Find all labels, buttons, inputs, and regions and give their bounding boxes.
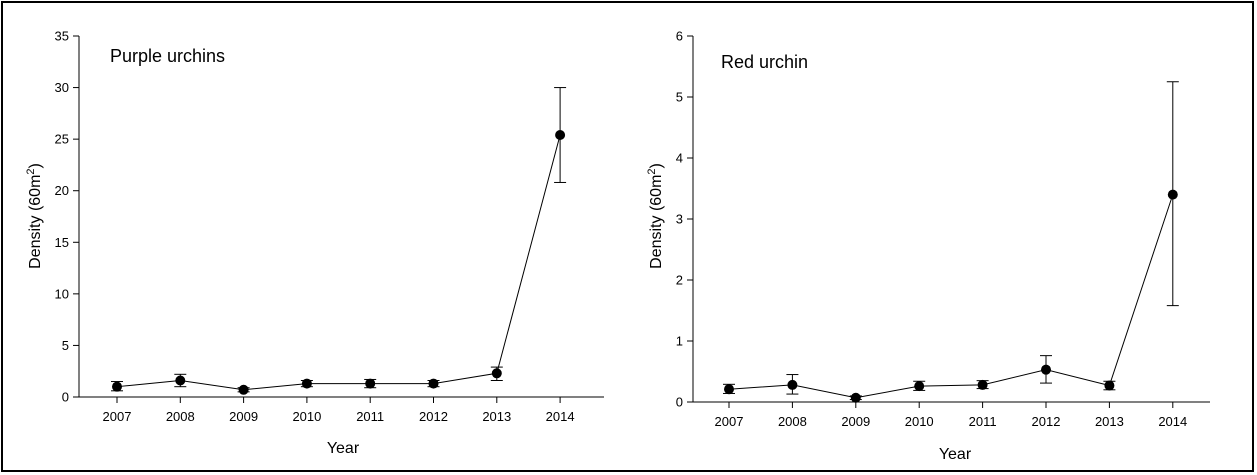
data-point — [112, 381, 122, 392]
data-point — [555, 130, 566, 141]
data-point — [1104, 380, 1115, 391]
x-axis-title: Year — [939, 446, 972, 463]
data-point — [1041, 364, 1051, 375]
x-axis-title: Year — [327, 440, 360, 457]
y-tick-label: 5 — [676, 90, 683, 105]
x-tick-label: 2007 — [715, 414, 744, 429]
y-tick-label: 35 — [55, 29, 69, 44]
x-tick-label: 2012 — [419, 409, 448, 424]
x-tick-label: 2008 — [166, 409, 195, 424]
data-point — [175, 375, 186, 386]
y-axis-title: Density (60m2) — [646, 163, 665, 269]
y-tick-label: 30 — [55, 80, 69, 95]
data-point — [977, 379, 988, 390]
x-tick-label: 2013 — [482, 409, 511, 424]
data-point — [491, 368, 502, 379]
series-line — [116, 134, 561, 391]
red-urchin-chart: 0 1 2 3 4 5 6 2007 2008 2009 2010 2011 2012 2013 2014 R… — [646, 29, 1210, 463]
chart-title: Red urchin — [721, 52, 808, 72]
data-point — [428, 378, 439, 389]
chart-title: Purple urchins — [110, 46, 225, 66]
x-tick-label: 2011 — [356, 409, 384, 424]
x-tick-label: 2009 — [841, 414, 870, 429]
y-tick-label: 10 — [55, 286, 69, 301]
data-point — [724, 384, 734, 395]
x-tick-label: 2012 — [1032, 414, 1061, 429]
y-tick-label: 3 — [676, 212, 683, 227]
x-tick-label: 2010 — [292, 409, 321, 424]
data-point — [301, 378, 312, 389]
x-tick-label: 2007 — [103, 409, 132, 424]
y-tick-label: 5 — [62, 338, 69, 353]
y-tick-label: 25 — [55, 132, 69, 147]
x-tick-label: 2010 — [905, 414, 934, 429]
y-tick-label: 4 — [676, 151, 683, 166]
y-tick-label: 20 — [55, 183, 69, 198]
y-axis-title: Density (60m2) — [25, 163, 44, 269]
x-tick-label: 2008 — [778, 414, 807, 429]
y-tick-label: 2 — [676, 273, 683, 288]
data-point — [238, 384, 249, 395]
x-tick-label: 2009 — [229, 409, 258, 424]
data-point — [850, 392, 861, 403]
y-tick-label: 0 — [62, 390, 69, 405]
series-line — [728, 194, 1174, 399]
data-point — [787, 379, 798, 390]
y-tick-label: 0 — [676, 395, 683, 410]
x-tick-label: 2014 — [546, 409, 575, 424]
y-tick-label: 1 — [676, 334, 683, 349]
y-tick-label: 15 — [55, 235, 69, 250]
x-tick-label: 2014 — [1158, 414, 1187, 429]
data-point — [914, 381, 925, 392]
y-tick-label: 6 — [676, 29, 683, 44]
purple-urchins-chart: 0 5 10 15 20 25 30 35 2007 2008 2009 2010 2011 2012 20… — [25, 29, 604, 457]
data-point — [365, 378, 376, 389]
x-tick-label: 2011 — [969, 414, 997, 429]
x-tick-label: 2013 — [1095, 414, 1124, 429]
data-point — [1167, 189, 1178, 200]
